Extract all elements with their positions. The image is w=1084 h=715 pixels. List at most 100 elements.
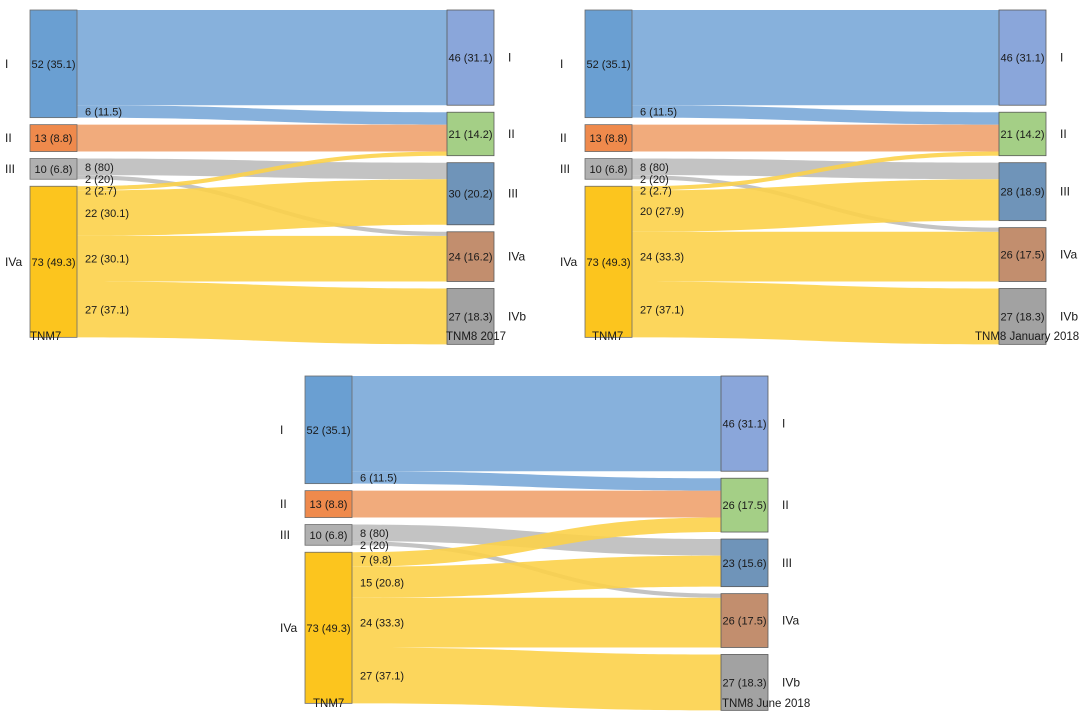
target-node-IVa [998, 227, 1047, 282]
flow-IVa-to-III [632, 179, 999, 232]
target-node-label-IVb: 27 (18.3) [448, 311, 492, 323]
flow-label-IVa-to-II: 2 (2.7) [85, 185, 117, 197]
flow-label-IVa-to-III: 15 (20.8) [360, 577, 404, 589]
source-node-label-III: 10 (6.8) [310, 530, 348, 542]
target-stage-label-II: II [1060, 127, 1067, 141]
source-stage-label-II: II [560, 131, 567, 145]
source-stage-label-II: II [280, 497, 287, 511]
source-node-III [29, 158, 78, 180]
flow-III-to-III [77, 158, 447, 180]
flow-II-to-II [632, 124, 999, 152]
source-node-label-I: 52 (35.1) [586, 59, 630, 71]
target-node-III [446, 162, 495, 226]
flow-label-III-to-III: 8 (80) [85, 162, 114, 174]
flow-label-III-to-IVa: 2 (20) [360, 540, 389, 552]
target-node-II [446, 111, 495, 157]
target-node-label-IVa: 26 (17.5) [1000, 250, 1044, 262]
flow-label-IVa-to-III: 20 (27.9) [640, 206, 684, 218]
target-stage-label-IVa: IVa [508, 250, 525, 264]
target-stage-label-II: II [782, 498, 789, 512]
source-node-label-III: 10 (6.8) [35, 164, 73, 176]
source-stage-label-III: III [560, 162, 570, 176]
flow-label-I-to-II: 6 (11.5) [360, 472, 397, 484]
target-node-label-III: 30 (20.2) [448, 189, 492, 201]
source-node-IVa [304, 551, 353, 704]
source-node-label-II: 13 (8.8) [590, 133, 628, 145]
target-stage-label-I: I [782, 417, 785, 431]
source-node-label-II: 13 (8.8) [310, 499, 348, 511]
source-node-I [29, 9, 78, 119]
source-stage-label-I: I [560, 57, 563, 71]
source-node-II [304, 490, 353, 518]
target-stage-label-IVb: IVb [1060, 309, 1078, 323]
target-node-label-III: 23 (15.6) [722, 558, 766, 570]
flow-IVa-to-IVb [632, 281, 999, 345]
flow-I-to-II [77, 105, 447, 125]
target-node-label-II: 21 (14.2) [1000, 129, 1044, 141]
flow-IVa-to-II [77, 151, 447, 191]
target-node-label-IVa: 24 (16.2) [448, 252, 492, 264]
target-node-label-I: 46 (31.1) [722, 419, 766, 431]
target-node-I [720, 375, 769, 472]
target-node-label-I: 46 (31.1) [448, 53, 492, 65]
target-node-III [720, 538, 769, 588]
target-node-I [998, 9, 1047, 106]
flow-links [632, 10, 999, 345]
flow-label-I-to-II: 6 (11.5) [85, 106, 122, 118]
flow-label-IVa-to-III: 22 (30.1) [85, 208, 129, 220]
target-node-IVa [446, 231, 495, 282]
flow-label-I-to-II: 6 (11.5) [640, 106, 677, 118]
source-stage-label-I: I [5, 57, 8, 71]
flow-IVa-to-IVb [77, 281, 447, 345]
target-node-label-III: 28 (18.9) [1000, 187, 1044, 199]
source-stage-label-III: III [5, 162, 15, 176]
source-node-label-I: 52 (35.1) [31, 59, 75, 71]
source-axis-label: TNM7 [30, 331, 61, 343]
source-stage-label-IVa: IVa [280, 621, 297, 635]
flow-III-to-III [632, 158, 999, 180]
source-node-label-IVa: 73 (49.3) [586, 257, 630, 269]
flow-label-III-to-IVa: 2 (20) [85, 174, 114, 186]
flow-label-IVa-to-IVa: 24 (33.3) [640, 252, 684, 264]
source-node-label-II: 13 (8.8) [35, 133, 73, 145]
source-node-IVa [29, 185, 78, 338]
source-stage-label-IVa: IVa [560, 255, 577, 269]
flow-label-IVa-to-IVb: 27 (37.1) [640, 304, 684, 316]
source-stage-label-II: II [5, 131, 12, 145]
target-stage-label-III: III [1060, 185, 1070, 199]
target-stage-label-IVb: IVb [508, 309, 526, 323]
flow-label-IVa-to-IVb: 27 (37.1) [85, 304, 129, 316]
target-node-II [720, 477, 769, 533]
flow-label-III-to-III: 8 (80) [640, 162, 669, 174]
flow-links [77, 10, 447, 345]
target-stage-label-III: III [508, 187, 518, 201]
target-node-label-IVa: 26 (17.5) [722, 616, 766, 628]
flow-I-to-II [352, 471, 721, 491]
source-stage-label-III: III [280, 528, 290, 542]
target-stage-label-IVa: IVa [1060, 248, 1077, 262]
flow-II-to-II [352, 490, 721, 518]
source-node-label-I: 52 (35.1) [306, 425, 350, 437]
source-stage-label-IVa: IVa [5, 255, 22, 269]
source-node-IVa [584, 185, 633, 338]
target-stage-label-II: II [508, 127, 515, 141]
flow-label-III-to-III: 8 (80) [360, 528, 389, 540]
flow-IVa-to-IVa [352, 597, 721, 648]
source-node-II [584, 124, 633, 152]
flow-I-to-I [632, 10, 999, 106]
target-node-IVa [720, 593, 769, 648]
flow-label-IVa-to-II: 7 (9.8) [360, 554, 392, 566]
flow-I-to-I [77, 10, 447, 106]
flow-I-to-II [632, 105, 999, 125]
target-stage-label-III: III [782, 556, 792, 570]
target-node-label-IVb: 27 (18.3) [1000, 311, 1044, 323]
source-node-II [29, 124, 78, 152]
flow-IVa-to-II [352, 517, 721, 567]
target-stage-label-IVb: IVb [782, 675, 800, 689]
flow-IVa-to-IVa [632, 231, 999, 282]
target-axis-label: TNM8 January 2018 [975, 331, 1079, 343]
